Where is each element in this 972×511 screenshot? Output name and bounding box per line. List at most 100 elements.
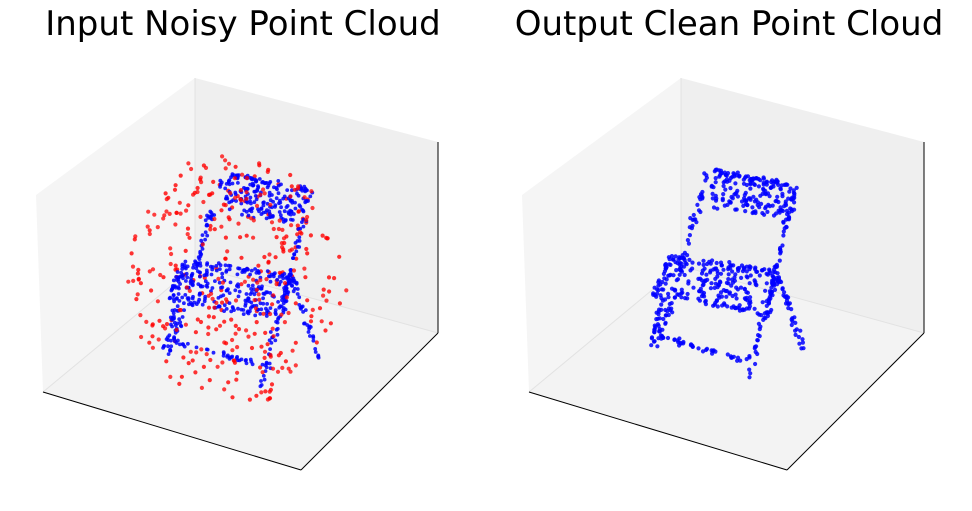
chair-point <box>248 292 253 296</box>
noise-point <box>239 255 244 260</box>
chair-point <box>276 317 280 321</box>
noise-point <box>244 190 249 195</box>
chair-point <box>252 200 257 205</box>
noise-point <box>281 236 287 241</box>
noise-point <box>226 380 231 385</box>
chair-point <box>782 290 787 295</box>
chair-point <box>797 341 802 346</box>
chair-point <box>756 184 761 189</box>
chair-point <box>286 290 291 295</box>
chair-point <box>763 288 768 293</box>
chair-point <box>161 346 166 350</box>
chair-point <box>784 217 789 222</box>
chair-point <box>203 218 208 223</box>
chair-point <box>724 294 729 299</box>
chair-point <box>753 361 758 367</box>
chair-point <box>710 196 715 201</box>
noise-point <box>282 320 287 325</box>
chair-point <box>781 219 786 224</box>
noise-point <box>233 195 238 200</box>
chair-point <box>223 186 228 191</box>
chair-point <box>709 183 714 188</box>
noise-point <box>167 211 172 216</box>
chair-point <box>275 332 280 337</box>
noise-point <box>309 314 314 319</box>
chair-point <box>228 264 233 268</box>
noise-point <box>266 260 271 265</box>
chair-point <box>297 235 302 240</box>
chair-point <box>181 342 186 347</box>
chair-point <box>296 193 301 198</box>
chair-point <box>220 271 225 276</box>
noise-point <box>178 173 183 178</box>
noise-point <box>236 221 241 226</box>
chair-point <box>248 195 253 200</box>
noise-point <box>223 203 228 208</box>
noise-point <box>309 189 314 194</box>
chair-point <box>282 306 286 311</box>
noise-point <box>226 215 231 220</box>
chair-point <box>753 279 758 285</box>
noise-point <box>212 216 217 222</box>
chair-point <box>214 264 219 268</box>
noise-point <box>224 297 229 302</box>
noise-point <box>238 235 243 240</box>
chair-point <box>696 208 702 213</box>
chair-point <box>200 233 205 238</box>
noise-point <box>230 395 235 400</box>
noise-point <box>206 192 212 197</box>
noise-point <box>225 249 230 254</box>
noise-point <box>238 197 243 202</box>
noise-point <box>254 203 260 208</box>
noise-point <box>288 172 293 178</box>
chair-point <box>198 251 203 256</box>
chair-point <box>243 301 248 306</box>
pane-edge <box>680 265 925 334</box>
noise-point <box>271 226 276 232</box>
noise-point <box>223 166 228 171</box>
noise-point <box>129 251 134 256</box>
chair-point <box>760 300 765 305</box>
chair-point <box>748 371 753 376</box>
noise-point <box>271 334 276 339</box>
chair-point <box>745 174 751 179</box>
noise-point <box>263 389 268 394</box>
chair-point <box>257 177 262 181</box>
chair-point <box>741 267 747 272</box>
chair-point <box>675 277 681 282</box>
noise-point <box>256 263 261 268</box>
chair-point <box>769 289 775 295</box>
chair-point <box>765 209 770 214</box>
noise-point <box>305 214 310 220</box>
chair-point <box>652 323 657 328</box>
chair-point <box>714 266 719 271</box>
chair-point <box>253 194 258 198</box>
noise-point <box>232 358 237 363</box>
chair-point <box>233 288 238 293</box>
chair-point <box>300 188 305 193</box>
noise-point <box>168 246 173 251</box>
chair-point <box>278 279 283 284</box>
chair-point <box>762 315 767 320</box>
noise-point <box>208 227 213 232</box>
chair-point <box>248 272 253 277</box>
noise-point <box>294 256 299 261</box>
noise-point <box>267 252 272 257</box>
chair-point <box>234 199 239 203</box>
chair-point <box>208 209 213 214</box>
chair-point <box>216 296 221 300</box>
chair-point <box>198 261 203 265</box>
noise-point <box>149 288 154 293</box>
noise-point <box>191 192 196 197</box>
chair-point <box>744 357 749 362</box>
chair-point <box>246 213 251 218</box>
chair-series <box>161 172 321 389</box>
noise-point <box>246 334 251 339</box>
chair-point <box>203 230 208 235</box>
chair-point <box>780 191 785 196</box>
noise-point <box>274 282 279 287</box>
noise-point <box>286 310 291 316</box>
chair-point <box>748 295 753 300</box>
chair-point <box>303 308 308 312</box>
chair-point <box>177 317 182 321</box>
